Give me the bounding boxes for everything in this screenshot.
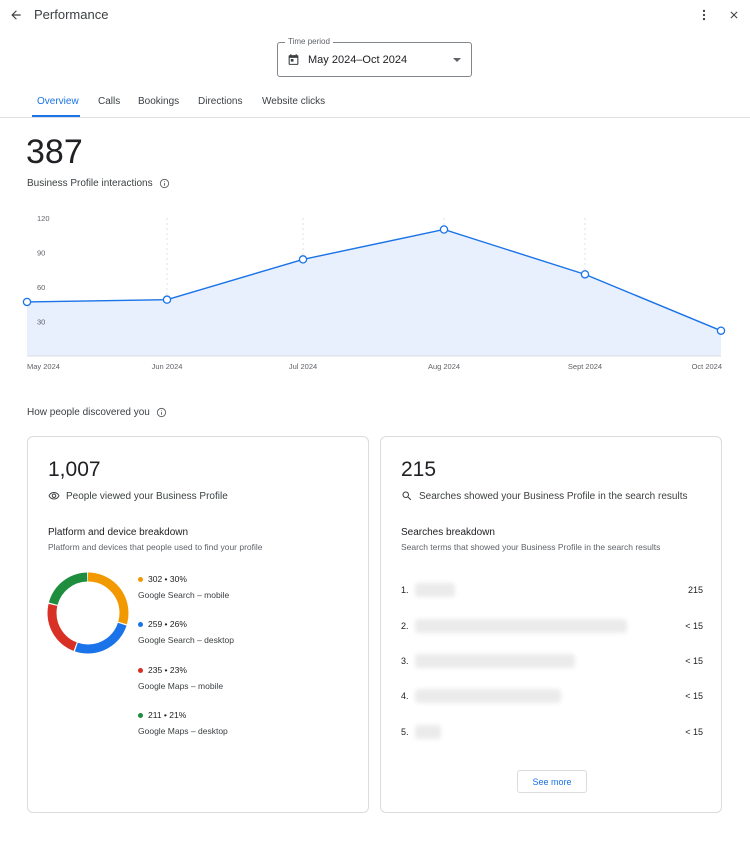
- tab-bar: Overview Calls Bookings Directions Websi…: [0, 90, 750, 118]
- chart-point: [439, 225, 449, 234]
- search-rank: 1.: [401, 585, 409, 595]
- x-tick-label: Aug 2024: [428, 362, 460, 371]
- legend-name: Google Maps – mobile: [138, 681, 224, 691]
- see-more-button[interactable]: See more: [517, 770, 587, 793]
- search-count: 215: [687, 585, 703, 595]
- search-count: < 15: [685, 656, 703, 666]
- legend-stat: 211 • 21%: [148, 710, 187, 720]
- y-tick-label: 60: [37, 283, 45, 292]
- chart-area: [27, 229, 721, 356]
- views-total: 1,007: [48, 458, 101, 481]
- tab-bookings[interactable]: Bookings: [138, 96, 180, 107]
- y-tick-label: 90: [37, 249, 45, 258]
- searches-card: 215 Searches showed your Business Profil…: [380, 436, 722, 813]
- search-rank: 2.: [401, 621, 409, 631]
- interactions-chart: 120 90 60 30 May 2024 Jun 2024 Jul 2024 Aug 202…: [22, 214, 726, 371]
- searches-label: Searches showed your Business Profile in…: [419, 490, 688, 502]
- dropdown-arrow-icon: [453, 58, 461, 62]
- search-term-redacted: [415, 583, 455, 597]
- legend-stat: 302 • 30%: [148, 574, 187, 584]
- time-period-value: May 2024–Oct 2024: [308, 54, 408, 66]
- x-tick-label: Jun 2024: [152, 362, 183, 371]
- searches-total: 215: [401, 458, 437, 481]
- legend-item: 302 • 30% Google Search – mobile: [138, 574, 229, 600]
- donut-segment: [47, 572, 129, 654]
- info-icon[interactable]: [156, 407, 167, 418]
- chart-point: [162, 295, 172, 304]
- eye-icon: [48, 492, 60, 500]
- interactions-label-row: Business Profile interactions: [27, 178, 170, 189]
- searches-breakdown-description: Search terms that showed your Business P…: [401, 542, 661, 552]
- search-count: < 15: [685, 691, 703, 701]
- search-rank: 4.: [401, 691, 409, 701]
- platform-donut-chart: [47, 572, 129, 654]
- search-term-row: 1. 215: [401, 580, 703, 600]
- x-tick-label: Oct 2024: [692, 362, 722, 371]
- search-count: < 15: [685, 727, 703, 737]
- search-term-row: 4. < 15: [401, 686, 703, 706]
- legend-dot: [138, 621, 143, 627]
- donut-segment: [47, 572, 129, 654]
- tab-overview[interactable]: Overview: [37, 96, 79, 107]
- active-tab-indicator: [32, 115, 80, 117]
- views-label: People viewed your Business Profile: [66, 490, 228, 502]
- chart-point: [580, 270, 590, 279]
- interactions-label: Business Profile interactions: [27, 178, 153, 189]
- top-bar: Performance: [0, 0, 750, 30]
- legend-dot: [138, 712, 143, 718]
- discovered-label-row: How people discovered you: [27, 407, 167, 418]
- tab-website-clicks[interactable]: Website clicks: [262, 96, 326, 107]
- platform-breakdown-description: Platform and devices that people used to…: [48, 542, 263, 552]
- x-tick-label: Jul 2024: [289, 362, 317, 371]
- legend-dot: [138, 667, 143, 673]
- legend-stat: 259 • 26%: [148, 619, 187, 629]
- search-term-row: 5. < 15: [401, 722, 703, 742]
- views-card: 1,007 People viewed your Business Profil…: [27, 436, 369, 813]
- legend-item: 259 • 26% Google Search – desktop: [138, 619, 234, 645]
- search-term-redacted: [415, 619, 627, 633]
- searches-label-row: Searches showed your Business Profile in…: [401, 490, 687, 502]
- tab-directions[interactable]: Directions: [198, 96, 243, 107]
- search-rank: 3.: [401, 656, 409, 666]
- chart-line: [26, 228, 722, 332]
- y-tick-label: 120: [37, 214, 50, 223]
- time-period-label: Time period: [285, 37, 333, 47]
- x-tick-label: May 2024: [27, 362, 60, 371]
- interactions-total: 387: [26, 133, 83, 171]
- tab-calls[interactable]: Calls: [98, 96, 121, 107]
- search-icon: [402, 491, 412, 501]
- close-icon[interactable]: [724, 5, 744, 25]
- legend-name: Google Maps – desktop: [138, 726, 228, 736]
- legend-dot: [138, 576, 143, 582]
- legend-item: 235 • 23% Google Maps – mobile: [138, 665, 223, 691]
- legend-name: Google Search – mobile: [138, 590, 230, 600]
- chart-point: [22, 297, 32, 307]
- x-tick-label: Sept 2024: [568, 362, 602, 371]
- chart-point: [716, 326, 726, 335]
- views-label-row: People viewed your Business Profile: [48, 490, 228, 502]
- legend-item: 211 • 21% Google Maps – desktop: [138, 710, 228, 736]
- info-icon[interactable]: [159, 178, 170, 189]
- y-tick-label: 30: [37, 318, 45, 327]
- legend-name: Google Search – desktop: [138, 635, 234, 645]
- page-title: Performance: [34, 7, 109, 22]
- calendar-icon: [288, 54, 299, 65]
- time-period-select[interactable]: Time period May 2024–Oct 2024: [277, 37, 472, 77]
- search-term-row: 3. < 15: [401, 651, 703, 671]
- donut-segment: [47, 572, 129, 654]
- chart-point: [298, 255, 308, 264]
- legend-stat: 235 • 23%: [148, 665, 187, 675]
- back-arrow-icon[interactable]: [6, 5, 26, 25]
- search-rank: 5.: [401, 727, 409, 737]
- searches-breakdown-heading: Searches breakdown: [401, 527, 495, 538]
- search-term-redacted: [415, 689, 561, 703]
- search-term-redacted: [415, 654, 575, 668]
- platform-breakdown-heading: Platform and device breakdown: [48, 527, 189, 538]
- search-term-redacted: [415, 725, 441, 739]
- discovered-label: How people discovered you: [27, 407, 150, 418]
- more-vert-icon[interactable]: [694, 5, 714, 25]
- search-count: < 15: [685, 621, 703, 631]
- search-term-row: 2. < 15: [401, 616, 703, 636]
